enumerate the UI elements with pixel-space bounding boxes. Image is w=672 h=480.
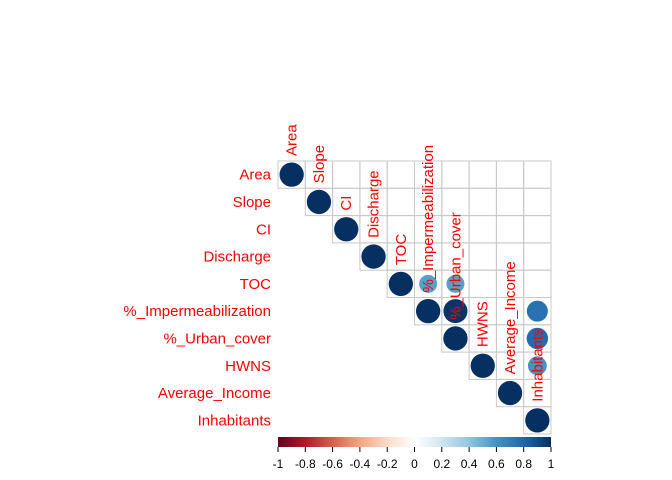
column-label: %_Urban_cover: [447, 212, 464, 320]
row-label: Discharge: [203, 249, 271, 266]
correlation-circle: [527, 356, 547, 376]
row-label: %_Urban_cover: [163, 330, 271, 347]
column-label: Average_Income: [502, 261, 519, 374]
correlation-circle: [419, 274, 438, 293]
grid-cell: [386, 160, 416, 189]
grid-cell: [495, 160, 525, 189]
column-label: %_Impermeabilization: [420, 145, 437, 293]
colorbar: -1 -0.8 -0.6 -0.4 -0.2 0 0.2 0.4 0.6 0.8 1: [273, 437, 555, 471]
correlation-circle: [361, 244, 386, 269]
colorbar-tick-label: 0.2: [433, 457, 450, 471]
grid-cell: [495, 187, 525, 217]
row-label: HWNS: [225, 358, 271, 375]
correlation-circle: [443, 326, 468, 351]
row-label: Area: [239, 167, 271, 184]
colorbar-gradient: [278, 437, 551, 447]
correlation-circle: [497, 380, 523, 406]
grid-cell: [468, 187, 497, 217]
row-label: Slope: [233, 194, 271, 211]
grid-cell: [468, 160, 497, 189]
row-label: Inhabitants: [198, 412, 271, 429]
grid-cell: [386, 187, 416, 217]
grid-cell: [441, 160, 470, 189]
correlation-circle: [416, 299, 441, 324]
grid-cell: [523, 187, 552, 217]
correlation-circle: [446, 274, 465, 293]
column-label: Inhabitants: [529, 328, 546, 401]
grid-cell: [468, 215, 497, 244]
column-label: CI: [338, 196, 355, 211]
colorbar-tick-label: -0.6: [322, 457, 343, 471]
correlation-circle: [279, 162, 304, 187]
row-label: TOC: [240, 276, 272, 293]
colorbar-tick-label: -0.2: [377, 457, 398, 471]
correlation-circle: [443, 299, 468, 324]
correlation-circles: [279, 162, 550, 433]
grid-cell: [332, 160, 361, 189]
correlation-circle: [306, 189, 332, 215]
colorbar-tick-label: -1: [273, 457, 284, 471]
correlation-circle: [526, 300, 548, 322]
grid-cell: [523, 406, 552, 435]
correlation-circle: [470, 353, 495, 378]
column-label: Discharge: [366, 170, 383, 238]
correlation-grid: [277, 160, 552, 435]
colorbar-tick-label: 0: [411, 457, 418, 471]
colorbar-tick-label: 1: [548, 457, 555, 471]
colorbar-tick-label: -0.8: [295, 457, 316, 471]
column-label: Slope: [311, 145, 328, 183]
row-label: Average_Income: [158, 385, 271, 402]
grid-cell: [523, 242, 552, 271]
colorbar-tick-label: 0.8: [515, 457, 532, 471]
grid-cell: [523, 269, 552, 299]
grid-cell: [468, 242, 497, 271]
grid-cell: [523, 215, 552, 244]
column-label: HWNS: [475, 301, 492, 347]
row-label: %_Impermeabilization: [123, 303, 271, 320]
correlation-circle: [525, 408, 550, 433]
colorbar-tick-label: 0.4: [461, 457, 478, 471]
colorbar-tick-label: 0.6: [488, 457, 505, 471]
correlation-circle: [334, 217, 359, 242]
grid-cell: [523, 160, 552, 189]
variable-labels: Area Slope CI Discharge TOC %_Impermeabilizat…: [123, 124, 546, 430]
column-label: TOC: [393, 234, 410, 266]
colorbar-tick-label: -0.4: [350, 457, 371, 471]
column-label: Area: [284, 124, 301, 156]
correlation-circle: [388, 271, 413, 296]
correlation-circle: [526, 327, 549, 350]
grid-cell: [468, 269, 497, 299]
grid-cell: [495, 215, 525, 244]
grid-cell: [441, 187, 470, 217]
row-label: CI: [256, 221, 271, 238]
